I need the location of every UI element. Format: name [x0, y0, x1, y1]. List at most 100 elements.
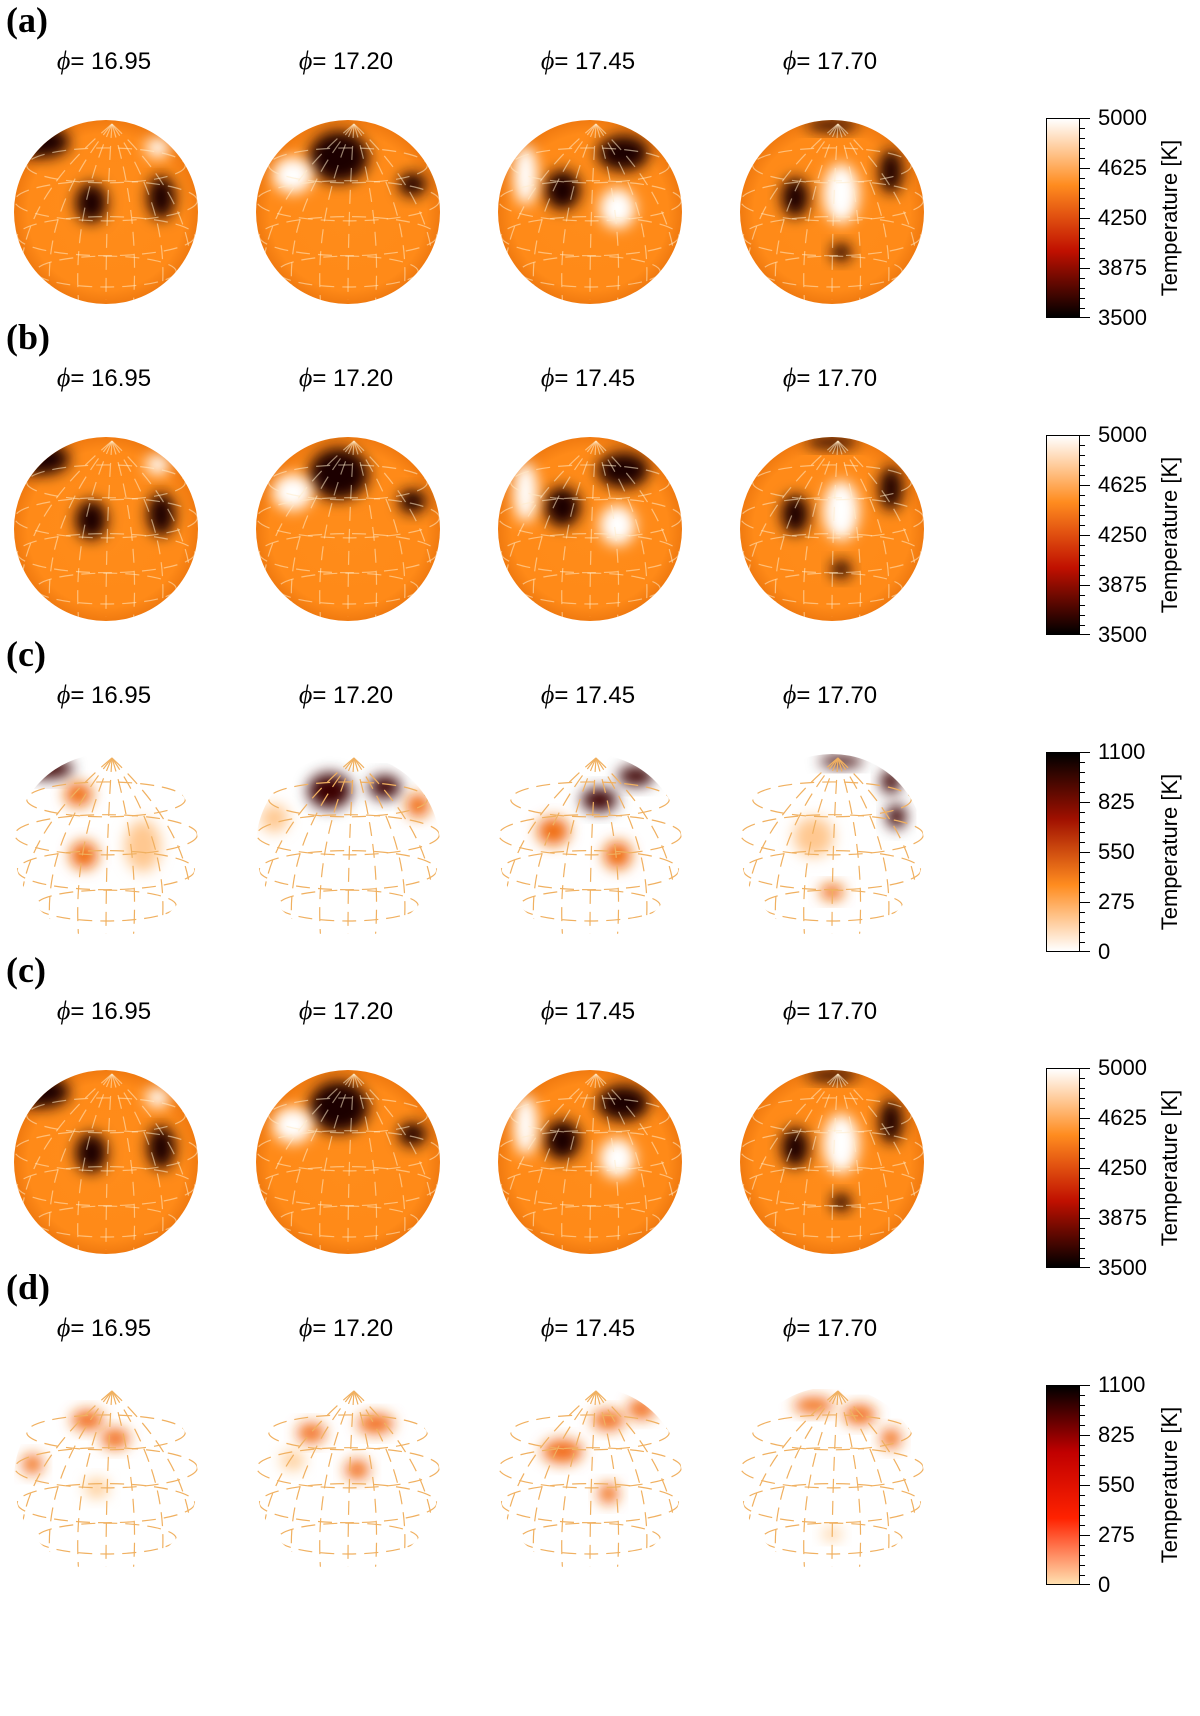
colorbar-tick-label: 3875: [1098, 1205, 1147, 1230]
spot: [398, 172, 427, 197]
spot: [793, 816, 834, 857]
tick-mark: [1080, 1198, 1085, 1199]
tick-mark: [1080, 762, 1085, 763]
longitude-line: [111, 440, 136, 618]
longitude-line: [353, 440, 406, 618]
spot: [599, 505, 636, 546]
sphere-disk: [498, 1387, 682, 1571]
colorbar-tick-label: 3875: [1098, 255, 1147, 280]
spot: [806, 1070, 858, 1082]
figure-panel: (a) ϕ= 16.95 ϕ= 17.20 ϕ= 17.45 ϕ= 17.70 5000 4…: [0, 0, 1200, 345]
phase-equals: =: [796, 998, 818, 1025]
longitude-line: [831, 1073, 839, 1251]
stellar-surface-map: [498, 1387, 682, 1571]
tick-mark: [1080, 634, 1090, 635]
colorbar: [1046, 118, 1080, 318]
phase-value: 17.45: [575, 365, 636, 392]
tick-mark: [1080, 922, 1085, 923]
tick-mark: [1080, 1545, 1085, 1546]
panel-label: (c): [6, 634, 46, 674]
sphere-disk: [14, 120, 198, 304]
tick-mark: [1080, 278, 1085, 279]
phase-value: 17.45: [575, 1315, 636, 1342]
phase-symbol: ϕ: [56, 680, 71, 709]
tick-mark: [1080, 178, 1085, 179]
tick-mark: [1080, 1415, 1085, 1416]
phase-equals: =: [312, 48, 334, 75]
tick-mark: [1080, 1168, 1090, 1169]
longitude-line: [290, 1390, 355, 1568]
tick-mark: [1080, 198, 1085, 199]
latitude-line: [26, 1097, 186, 1134]
tick-mark: [1080, 951, 1090, 952]
longitude-line: [77, 1073, 113, 1251]
colorbar-title: Temperature [K]: [1157, 773, 1182, 931]
spot: [627, 1399, 656, 1420]
longitude-line: [837, 1390, 890, 1568]
stellar-surface-map: [14, 120, 198, 304]
longitude-line: [837, 757, 862, 935]
longitude-line: [111, 123, 164, 301]
phase-label: ϕ= 17.70: [730, 363, 930, 394]
longitude-line: [561, 1390, 597, 1568]
longitude-line: [347, 1390, 355, 1568]
longitude-line: [532, 757, 597, 935]
longitude-line: [48, 1390, 113, 1568]
panel-label: (c): [6, 950, 46, 990]
longitude-line: [290, 757, 355, 935]
spot: [823, 1113, 860, 1174]
longitude-line: [561, 123, 597, 301]
spot: [886, 804, 907, 829]
tick-mark: [1080, 782, 1085, 783]
tick-mark: [1080, 238, 1085, 239]
spot: [544, 1119, 581, 1160]
phase-symbol: ϕ: [540, 996, 555, 1025]
spot: [598, 1483, 619, 1504]
tick-mark: [1080, 308, 1085, 309]
colorbar-tick-label: 275: [1098, 1522, 1135, 1547]
spot: [880, 1428, 901, 1449]
phase-equals: =: [554, 1315, 576, 1342]
longitude-line: [837, 757, 890, 935]
longitude-line: [561, 757, 597, 935]
latitude-line: [510, 464, 670, 501]
tick-mark: [1080, 208, 1085, 209]
tick-mark: [1080, 485, 1090, 486]
tick-mark: [1080, 168, 1090, 169]
tick-mark: [1080, 1098, 1085, 1099]
phase-value: 16.95: [91, 48, 152, 75]
colorbar-ticks: [1080, 118, 1090, 318]
tick-mark: [1080, 1575, 1085, 1576]
spot: [272, 157, 313, 194]
tick-mark: [1080, 1385, 1090, 1386]
latitude-line: [510, 147, 670, 184]
latitude-line: [14, 180, 198, 222]
phase-label: ϕ= 17.20: [246, 680, 446, 711]
stellar-surface-map: [740, 754, 924, 938]
tick-mark: [1080, 852, 1090, 853]
longitude-line: [837, 1390, 862, 1568]
tick-mark: [1080, 1535, 1090, 1536]
tick-mark: [1080, 1208, 1085, 1209]
longitude-line: [111, 440, 164, 618]
tick-mark: [1080, 605, 1085, 606]
longitude-line: [347, 757, 355, 935]
longitude-line: [803, 757, 839, 935]
spot: [84, 1478, 109, 1499]
colorbar-tick-label: 275: [1098, 889, 1135, 914]
longitude-line: [774, 1390, 839, 1568]
tick-mark: [1080, 1584, 1090, 1585]
tick-mark: [1080, 505, 1085, 506]
spot: [823, 480, 860, 541]
tick-mark: [1080, 1138, 1085, 1139]
phase-symbol: ϕ: [56, 996, 71, 1025]
phase-equals: =: [312, 998, 334, 1025]
tick-mark: [1080, 892, 1085, 893]
phase-label: ϕ= 16.95: [4, 1313, 204, 1344]
longitude-line: [589, 440, 597, 618]
tick-mark: [1080, 862, 1085, 863]
tick-mark: [1080, 792, 1085, 793]
colorbar-tick-label: 0: [1098, 1572, 1111, 1597]
spot: [308, 447, 369, 500]
longitude-line: [532, 440, 597, 618]
